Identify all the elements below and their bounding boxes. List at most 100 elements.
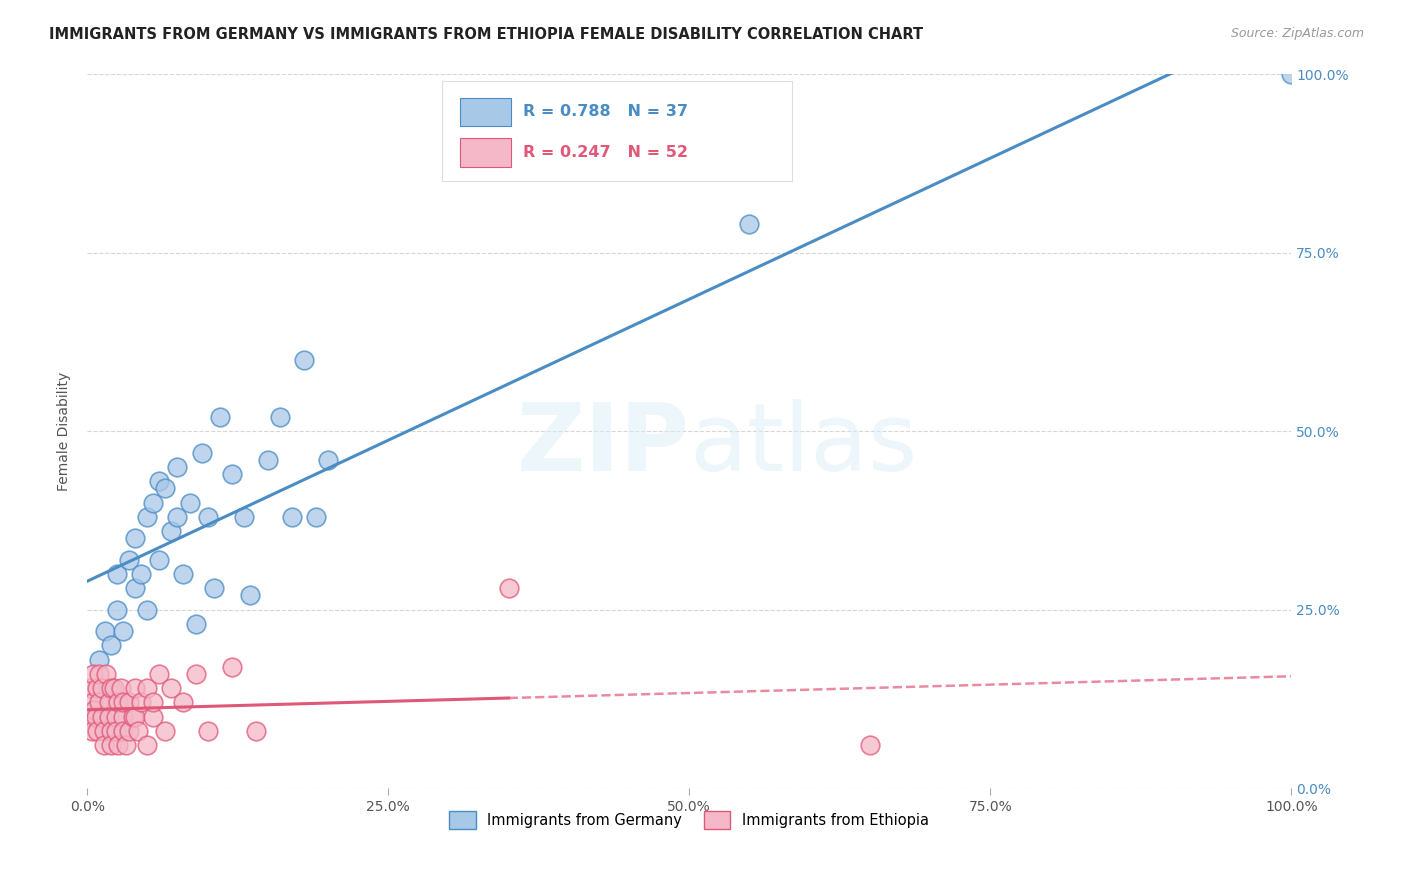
Point	[89, 667, 111, 681]
Point	[118, 552, 141, 566]
Point	[221, 660, 243, 674]
Point	[124, 581, 146, 595]
Point	[124, 681, 146, 696]
Point	[232, 509, 254, 524]
Point	[281, 509, 304, 524]
Point	[197, 724, 219, 739]
Point	[160, 681, 183, 696]
Point	[84, 710, 107, 724]
Point	[166, 459, 188, 474]
Point	[105, 566, 128, 581]
Point	[160, 524, 183, 538]
Point	[124, 531, 146, 545]
Point	[100, 638, 122, 652]
Point	[110, 681, 132, 696]
Point	[184, 667, 207, 681]
Point	[221, 467, 243, 481]
Point	[316, 452, 339, 467]
Point	[202, 581, 225, 595]
Point	[166, 509, 188, 524]
Point	[86, 681, 108, 696]
Point	[97, 696, 120, 710]
Point	[173, 696, 195, 710]
Point	[190, 445, 212, 459]
Point	[136, 509, 159, 524]
Point	[89, 696, 111, 710]
Point	[86, 724, 108, 739]
Point	[142, 495, 165, 509]
Point	[148, 474, 170, 488]
Point	[208, 409, 231, 424]
Point	[79, 681, 101, 696]
Point	[112, 710, 135, 724]
Point	[83, 703, 105, 717]
Point	[239, 588, 262, 602]
Point	[100, 724, 122, 739]
Point	[100, 681, 122, 696]
Point	[90, 710, 112, 724]
FancyBboxPatch shape	[460, 138, 510, 167]
Point	[105, 710, 128, 724]
Point	[80, 724, 103, 739]
Point	[118, 696, 141, 710]
Point	[105, 602, 128, 616]
Point	[142, 710, 165, 724]
Point	[256, 452, 278, 467]
Point	[80, 710, 103, 724]
Point	[148, 667, 170, 681]
Point	[107, 739, 129, 753]
Point	[292, 352, 315, 367]
FancyBboxPatch shape	[443, 81, 792, 181]
Point	[498, 581, 520, 595]
Point	[124, 710, 146, 724]
Point	[305, 509, 328, 524]
Text: IMMIGRANTS FROM GERMANY VS IMMIGRANTS FROM ETHIOPIA FEMALE DISABILITY CORRELATIO: IMMIGRANTS FROM GERMANY VS IMMIGRANTS FR…	[49, 27, 924, 42]
Point	[112, 696, 135, 710]
Point	[155, 481, 177, 495]
Text: atlas: atlas	[689, 400, 918, 491]
Text: R = 0.788   N = 37: R = 0.788 N = 37	[523, 104, 688, 120]
Text: ZIP: ZIP	[516, 400, 689, 491]
Point	[82, 696, 104, 710]
Point	[112, 624, 135, 638]
Point	[82, 667, 104, 681]
Point	[1279, 67, 1302, 81]
Point	[131, 696, 153, 710]
Point	[155, 724, 177, 739]
Point	[112, 724, 135, 739]
Y-axis label: Female Disability: Female Disability	[58, 371, 72, 491]
Point	[93, 724, 115, 739]
Point	[94, 624, 117, 638]
Point	[197, 509, 219, 524]
Legend: Immigrants from Germany, Immigrants from Ethiopia: Immigrants from Germany, Immigrants from…	[444, 805, 935, 834]
Point	[89, 652, 111, 666]
Text: Source: ZipAtlas.com: Source: ZipAtlas.com	[1230, 27, 1364, 40]
Point	[93, 739, 115, 753]
Point	[269, 409, 291, 424]
Point	[118, 724, 141, 739]
Point	[90, 681, 112, 696]
Point	[103, 681, 125, 696]
Text: R = 0.247   N = 52: R = 0.247 N = 52	[523, 145, 688, 160]
Point	[122, 710, 145, 724]
Point	[184, 616, 207, 631]
Point	[738, 217, 761, 231]
Point	[114, 739, 136, 753]
Point	[245, 724, 267, 739]
Point	[136, 739, 159, 753]
Point	[148, 552, 170, 566]
Point	[105, 724, 128, 739]
Point	[127, 724, 149, 739]
FancyBboxPatch shape	[460, 97, 510, 126]
Point	[859, 739, 882, 753]
Point	[97, 710, 120, 724]
Point	[142, 696, 165, 710]
Point	[136, 602, 159, 616]
Point	[100, 739, 122, 753]
Point	[173, 566, 195, 581]
Point	[131, 566, 153, 581]
Point	[179, 495, 201, 509]
Point	[96, 667, 118, 681]
Point	[107, 696, 129, 710]
Point	[136, 681, 159, 696]
